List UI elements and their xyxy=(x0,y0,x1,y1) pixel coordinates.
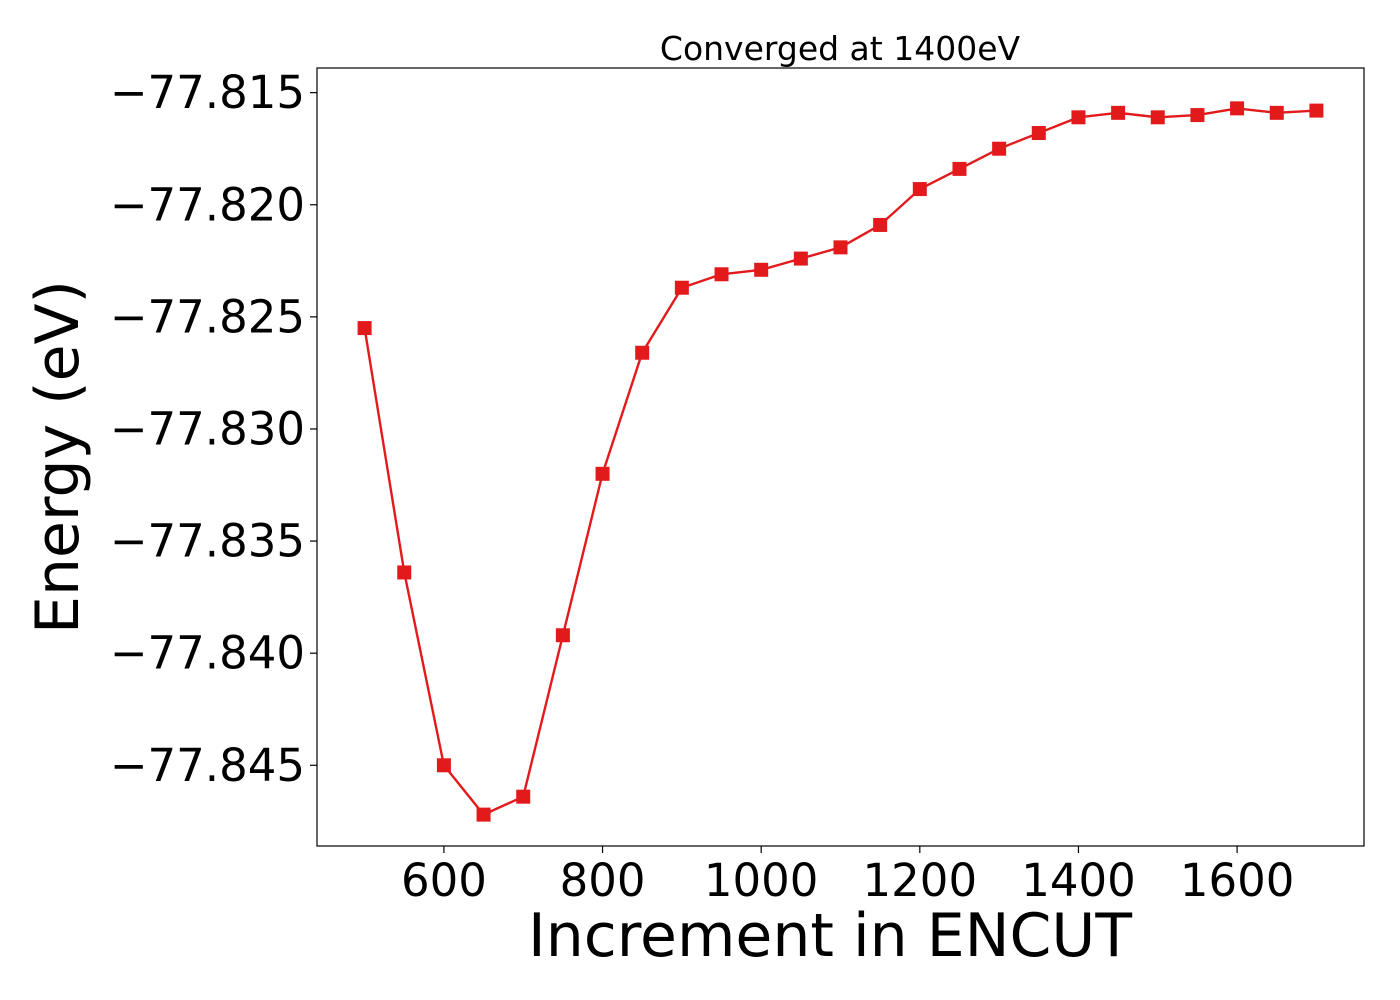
data-point-marker xyxy=(1111,105,1126,120)
y-axis-label: Energy (eV) xyxy=(23,280,93,634)
data-point-marker xyxy=(674,280,689,295)
data-point-marker xyxy=(635,345,650,360)
x-axis-label: Increment in ENCUT xyxy=(528,901,1132,971)
y-tick-label: −77.840 xyxy=(110,627,305,680)
data-point-marker xyxy=(952,161,967,176)
x-axis-ticks: 600 800 1000 1200 1400 1600 xyxy=(401,846,1294,907)
data-point-marker xyxy=(1190,108,1205,123)
data-point-marker xyxy=(397,565,412,580)
data-point-marker xyxy=(516,789,531,804)
data-point-marker xyxy=(1071,110,1086,125)
plot-series xyxy=(357,101,1324,822)
y-axis-ticks: −77.815 −77.820 −77.825 −77.830 −77.835 −77.8… xyxy=(110,66,317,792)
x-tick-label: 1400 xyxy=(1021,854,1136,907)
y-tick-label: −77.820 xyxy=(110,178,305,231)
data-point-marker xyxy=(1309,103,1324,118)
data-point-marker xyxy=(476,807,491,822)
data-point-marker xyxy=(555,628,570,643)
data-point-marker xyxy=(873,217,888,232)
y-tick-label: −77.835 xyxy=(110,515,305,568)
data-point-marker xyxy=(436,758,451,773)
x-tick-label: 600 xyxy=(401,854,487,907)
data-point-marker xyxy=(357,321,372,336)
data-point-marker xyxy=(833,240,848,255)
y-tick-label: −77.845 xyxy=(110,739,305,792)
y-tick-label: −77.825 xyxy=(110,290,305,343)
data-point-marker xyxy=(595,466,610,481)
data-point-marker xyxy=(1230,101,1245,116)
data-point-marker xyxy=(714,267,729,282)
x-tick-label: 800 xyxy=(560,854,646,907)
y-tick-label: −77.830 xyxy=(110,402,305,455)
x-tick-label: 1200 xyxy=(863,854,978,907)
x-tick-label: 1600 xyxy=(1180,854,1295,907)
data-point-marker xyxy=(1269,105,1284,120)
data-point-marker xyxy=(754,262,769,277)
data-point-marker xyxy=(912,182,927,197)
plot-frame xyxy=(316,67,1365,847)
chart-title: Converged at 1400eV xyxy=(660,29,1021,68)
x-tick-label: 1000 xyxy=(704,854,819,907)
data-point-marker xyxy=(992,141,1007,156)
data-point-marker xyxy=(1031,126,1046,141)
data-point-marker xyxy=(793,251,808,266)
data-point-marker xyxy=(1150,110,1165,125)
y-tick-label: −77.815 xyxy=(110,66,305,119)
